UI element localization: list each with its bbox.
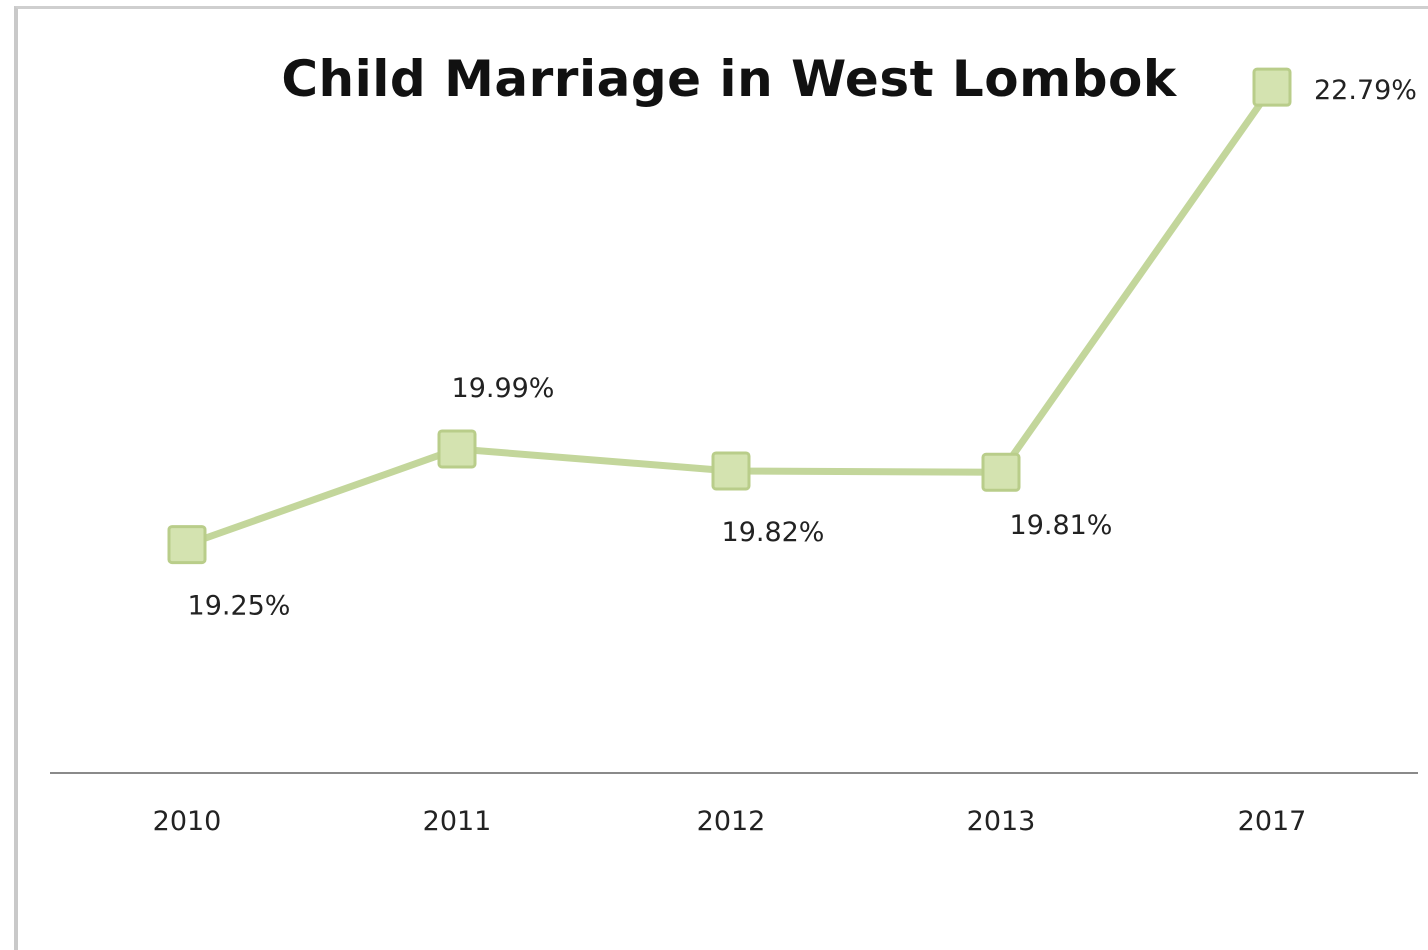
data-label: 19.99% (452, 373, 555, 404)
x-tick-label: 2010 (153, 806, 222, 837)
data-point-marker (981, 452, 1021, 492)
data-label: 19.81% (1010, 510, 1113, 541)
x-tick-label: 2017 (1238, 806, 1307, 837)
data-label: 22.79% (1314, 75, 1417, 106)
x-tick-label: 2013 (967, 806, 1036, 837)
x-tick-group: 2010 2011 2012 2013 2017 (153, 806, 1307, 837)
marker-group (167, 67, 1292, 565)
x-tick-label: 2012 (697, 806, 766, 837)
data-label: 19.25% (188, 591, 291, 622)
data-label: 19.82% (722, 517, 825, 548)
data-point-marker (1252, 67, 1292, 107)
data-point-marker (437, 429, 477, 469)
data-point-marker (711, 451, 751, 491)
data-point-marker (167, 525, 207, 565)
x-tick-label: 2011 (423, 806, 492, 837)
data-label-group: 19.25% 19.99% 19.82% 19.81% 22.79% (188, 75, 1417, 621)
chart-title: Child Marriage in West Lombok (281, 50, 1177, 108)
